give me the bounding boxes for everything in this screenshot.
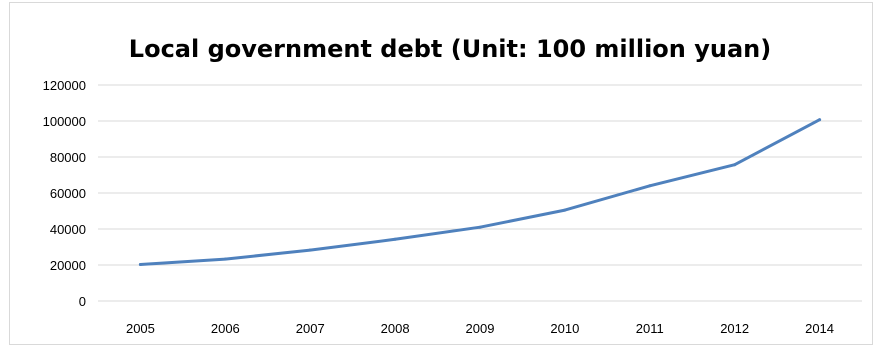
x-tick-label: 2012 bbox=[720, 321, 749, 336]
y-tick-label: 120000 bbox=[43, 78, 86, 93]
line-chart: Local government debt (Unit: 100 million… bbox=[43, 35, 862, 336]
data-point bbox=[138, 262, 142, 266]
y-tick-label: 100000 bbox=[43, 114, 86, 129]
chart-title: Local government debt (Unit: 100 million… bbox=[129, 35, 771, 63]
data-point bbox=[223, 257, 227, 261]
data-point bbox=[393, 237, 397, 241]
y-axis-ticks: 0 20000 40000 60000 80000 100000 120000 bbox=[43, 78, 86, 309]
y-tick-label: 0 bbox=[79, 294, 86, 309]
data-point bbox=[308, 248, 312, 252]
x-axis-ticks: 2005 2006 2007 2008 2009 2010 2011 2012 2014 bbox=[126, 321, 834, 336]
series-lines bbox=[138, 118, 822, 266]
series-line bbox=[138, 118, 822, 266]
data-point bbox=[478, 225, 482, 229]
chart-frame: Local government debt (Unit: 100 million… bbox=[9, 2, 873, 345]
x-tick-label: 2014 bbox=[805, 321, 834, 336]
data-point bbox=[648, 184, 652, 188]
x-tick-label: 2009 bbox=[466, 321, 495, 336]
x-tick-label: 2006 bbox=[211, 321, 240, 336]
data-point bbox=[563, 208, 567, 212]
x-tick-label: 2011 bbox=[636, 321, 664, 336]
y-tick-label: 80000 bbox=[50, 150, 86, 165]
gridlines bbox=[98, 84, 862, 302]
data-point bbox=[733, 163, 737, 167]
x-tick-label: 2010 bbox=[550, 321, 579, 336]
x-tick-label: 2007 bbox=[296, 321, 325, 336]
y-tick-label: 60000 bbox=[50, 186, 86, 201]
y-tick-label: 20000 bbox=[50, 258, 86, 273]
y-tick-label: 40000 bbox=[50, 222, 86, 237]
x-tick-label: 2008 bbox=[381, 321, 410, 336]
x-tick-label: 2005 bbox=[126, 321, 155, 336]
data-point bbox=[818, 118, 822, 122]
